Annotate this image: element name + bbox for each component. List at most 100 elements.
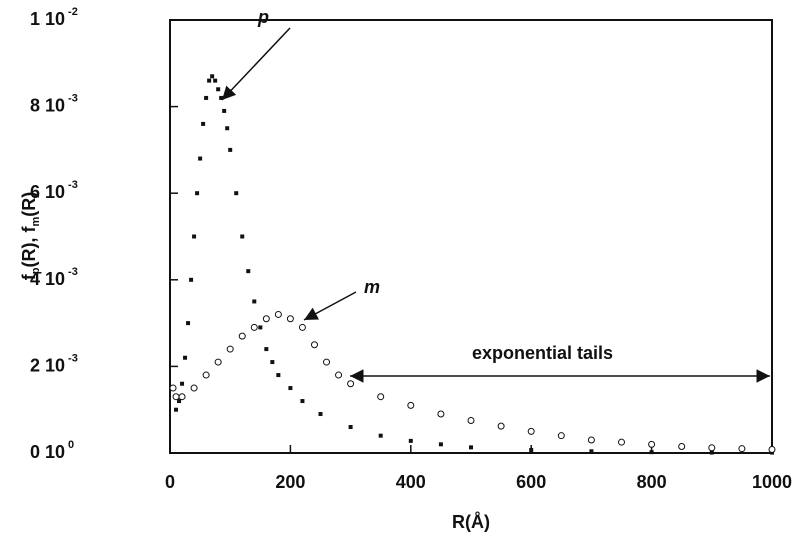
data-point — [300, 399, 305, 404]
y-axis-label-part: f — [19, 273, 39, 280]
data-point — [189, 277, 194, 282]
data-point — [219, 95, 224, 100]
data-point — [186, 321, 191, 326]
data-point — [589, 449, 594, 454]
arrow — [221, 27, 291, 101]
y-tick-label: 1 10 -2 — [30, 6, 78, 29]
annotation: m — [364, 277, 380, 297]
data-point — [709, 450, 714, 455]
tick-exponent: -3 — [68, 93, 78, 105]
data-point — [202, 371, 210, 379]
tick-mantissa: 2 10 — [30, 355, 65, 375]
data-point — [678, 443, 686, 451]
data-point — [178, 393, 186, 401]
data-point — [177, 399, 182, 404]
y-axis-label-part: (R) — [19, 192, 39, 217]
data-point — [226, 345, 234, 353]
data-point — [408, 438, 413, 443]
x-axis-label: R(Å) — [452, 512, 490, 532]
data-point — [246, 269, 251, 274]
data-point — [438, 442, 443, 447]
data-point — [276, 373, 281, 378]
tick-exponent: 0 — [68, 439, 74, 451]
data-point — [190, 384, 198, 392]
tick-mantissa: 0 10 — [30, 442, 65, 462]
data-point — [201, 121, 206, 126]
annotation: p — [257, 7, 269, 27]
tick-exponent: -3 — [68, 352, 78, 364]
y-tick-label: 0 10 0 — [30, 439, 74, 462]
data-point — [240, 234, 245, 239]
x-tick-label: 400 — [396, 472, 426, 492]
data-point — [192, 234, 197, 239]
data-point — [214, 358, 222, 366]
data-point — [274, 310, 282, 318]
x-tick-label: 800 — [637, 472, 667, 492]
data-point — [238, 332, 246, 340]
data-point — [527, 427, 535, 435]
tick-exponent: -3 — [68, 266, 78, 278]
data-point — [557, 432, 565, 440]
data-point — [204, 95, 209, 100]
tick-mantissa: 8 10 — [30, 95, 65, 115]
data-point — [207, 78, 212, 83]
arrow — [303, 291, 357, 321]
data-point — [225, 126, 230, 131]
data-point — [288, 386, 293, 391]
data-point — [529, 447, 534, 452]
data-point — [213, 78, 218, 83]
data-point — [618, 438, 625, 446]
data-point — [377, 393, 385, 401]
data-point — [270, 360, 275, 365]
data-point — [378, 433, 383, 438]
plot-frame — [169, 19, 773, 454]
data-point — [768, 446, 776, 454]
tick-mantissa: 4 10 — [30, 269, 65, 289]
data-point — [169, 384, 177, 392]
data-point — [587, 436, 595, 444]
data-point — [708, 444, 716, 452]
data-point — [469, 445, 473, 450]
data-point — [318, 412, 323, 417]
x-tick-label: 1000 — [752, 472, 792, 492]
data-point — [738, 445, 746, 453]
data-point — [323, 358, 331, 366]
data-point — [198, 156, 203, 161]
data-point — [497, 422, 505, 430]
tick-exponent: -2 — [68, 6, 78, 18]
data-point — [234, 191, 239, 196]
data-point — [172, 393, 180, 401]
data-point — [264, 347, 269, 352]
data-point — [252, 299, 257, 304]
data-point — [467, 417, 475, 425]
y-tick-label: 4 10 -3 — [30, 266, 78, 289]
data-point — [183, 355, 188, 360]
data-point — [174, 407, 179, 412]
y-tick-label: 8 10 -3 — [30, 93, 78, 116]
data-point — [195, 191, 200, 196]
data-point — [222, 108, 227, 113]
data-point — [228, 147, 233, 152]
x-tick-label: 600 — [516, 472, 546, 492]
x-tick-label: 200 — [275, 472, 305, 492]
y-tick-label: 2 10 -3 — [30, 352, 78, 375]
data-point — [348, 425, 353, 430]
tick-mantissa: 6 10 — [30, 182, 65, 202]
data-point — [437, 410, 445, 418]
data-point — [258, 325, 263, 330]
data-point — [347, 380, 355, 388]
tick-exponent: -3 — [68, 179, 78, 191]
annotation: exponential tails — [472, 343, 613, 363]
tick-mantissa: 1 10 — [30, 9, 65, 29]
y-axis-label: fp(R), fm(R) — [19, 192, 42, 281]
data-point — [648, 440, 656, 448]
y-axis-label-part: m — [30, 217, 42, 227]
y-axis-label-part: (R), f — [19, 226, 39, 268]
data-point — [298, 323, 306, 331]
y-tick-label: 6 10 -3 — [30, 179, 78, 202]
data-point — [407, 401, 415, 409]
data-point — [649, 450, 654, 455]
data-point — [335, 371, 343, 379]
data-point — [210, 74, 215, 79]
